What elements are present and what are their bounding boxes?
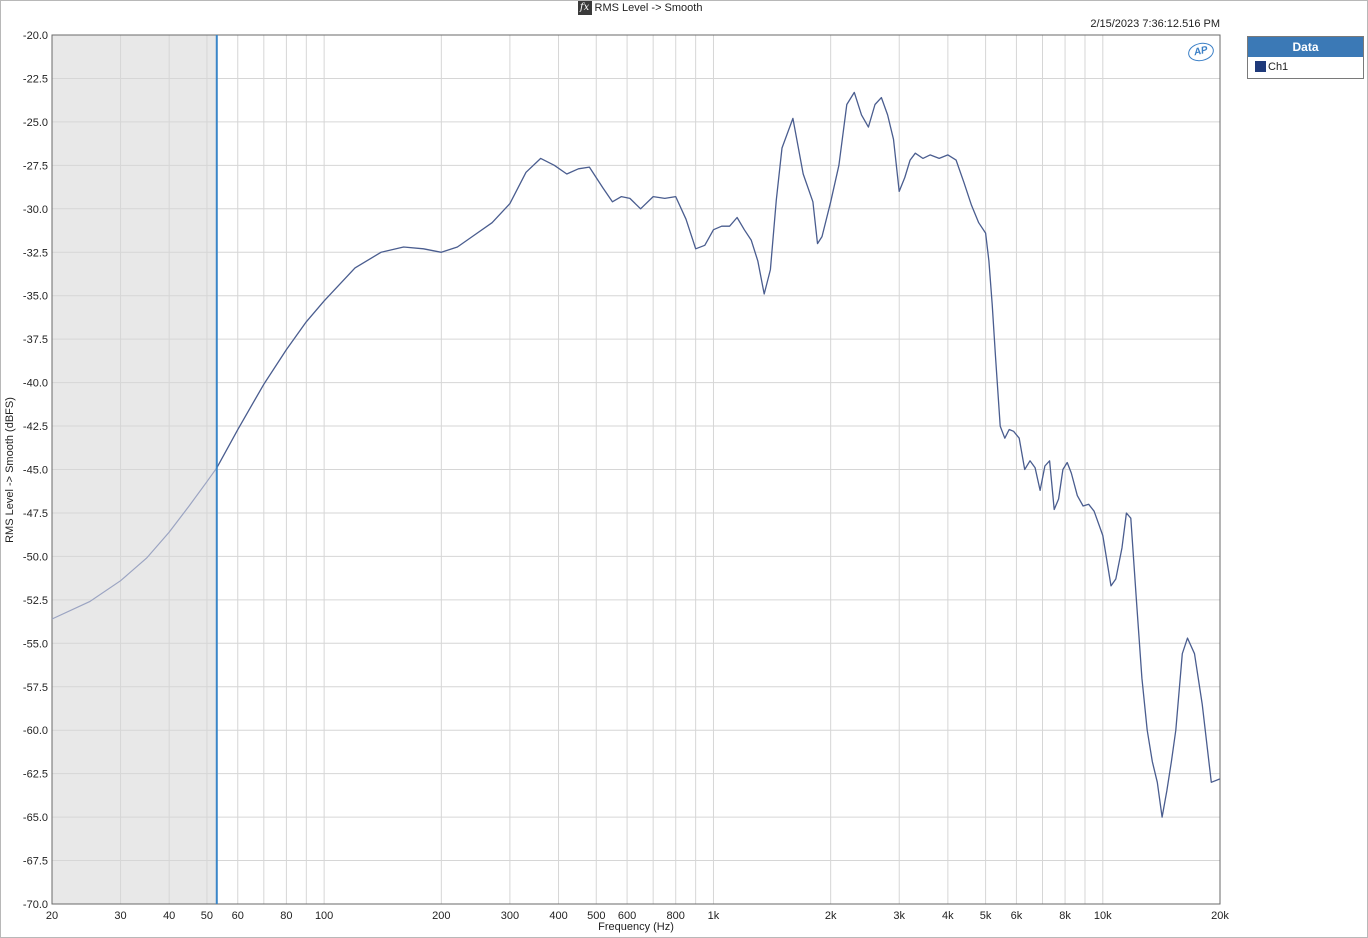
legend-header: Data — [1248, 37, 1363, 57]
y-tick-label: -52.5 — [23, 595, 48, 607]
y-tick-label: -60.0 — [23, 725, 48, 737]
legend-swatch-ch1 — [1255, 61, 1266, 72]
y-tick-label: -45.0 — [23, 465, 48, 477]
x-tick-label: 200 — [432, 910, 450, 922]
y-tick-label: -30.0 — [23, 204, 48, 216]
y-tick-label: -37.5 — [23, 334, 48, 346]
x-tick-label: 800 — [667, 910, 685, 922]
y-tick-label: -25.0 — [23, 117, 48, 129]
x-tick-label: 60 — [232, 910, 244, 922]
x-tick-label: 40 — [163, 910, 175, 922]
fx-icon[interactable]: fx — [577, 1, 592, 15]
x-tick-label: 20 — [46, 910, 58, 922]
x-tick-label: 30 — [114, 910, 126, 922]
y-tick-label: -20.0 — [23, 30, 48, 42]
x-tick-label: 2k — [825, 910, 837, 922]
y-tick-label: -47.5 — [23, 508, 48, 520]
y-tick-label: -32.5 — [23, 247, 48, 259]
y-tick-label: -40.0 — [23, 378, 48, 390]
x-tick-label: 300 — [501, 910, 519, 922]
x-tick-label: 4k — [942, 910, 954, 922]
series-line-ch1-faded — [51, 467, 218, 620]
x-tick-label: 10k — [1094, 910, 1112, 922]
y-tick-label: -62.5 — [23, 769, 48, 781]
x-tick-label: 100 — [315, 910, 333, 922]
y-tick-label: -42.5 — [23, 421, 48, 433]
x-tick-label: 8k — [1059, 910, 1071, 922]
y-tick-label: -35.0 — [23, 291, 48, 303]
x-tick-label: 5k — [980, 910, 992, 922]
y-tick-label: -70.0 — [23, 899, 48, 911]
plot-border — [51, 34, 1221, 905]
legend-item-ch1[interactable]: Ch1 — [1248, 57, 1363, 77]
chart-title-text: RMS Level -> Smooth — [594, 2, 703, 14]
x-tick-label: 80 — [280, 910, 292, 922]
y-tick-label: -22.5 — [23, 73, 48, 85]
y-tick-label: -50.0 — [23, 551, 48, 563]
timestamp: 2/15/2023 7:36:12.516 PM — [1090, 18, 1220, 30]
y-tick-label: -57.5 — [23, 682, 48, 694]
x-tick-label: 6k — [1011, 910, 1023, 922]
series-line-ch1 — [216, 91, 1221, 818]
y-tick-label: -65.0 — [23, 812, 48, 824]
chart-title: fx RMS Level -> Smooth — [0, 1, 1280, 15]
x-tick-label: 20k — [1211, 910, 1229, 922]
legend-label-ch1: Ch1 — [1268, 61, 1289, 73]
x-tick-label: 500 — [587, 910, 605, 922]
x-tick-label: 50 — [201, 910, 213, 922]
y-tick-label: -27.5 — [23, 160, 48, 172]
x-tick-label: 3k — [893, 910, 905, 922]
x-axis-label: Frequency (Hz) — [598, 921, 674, 933]
x-tick-label: 400 — [549, 910, 567, 922]
y-tick-label: -67.5 — [23, 856, 48, 868]
x-tick-label: 1k — [708, 910, 720, 922]
x-tick-label: 600 — [618, 910, 636, 922]
y-tick-label: -55.0 — [23, 638, 48, 650]
legend: Data Ch1 — [1247, 36, 1364, 79]
